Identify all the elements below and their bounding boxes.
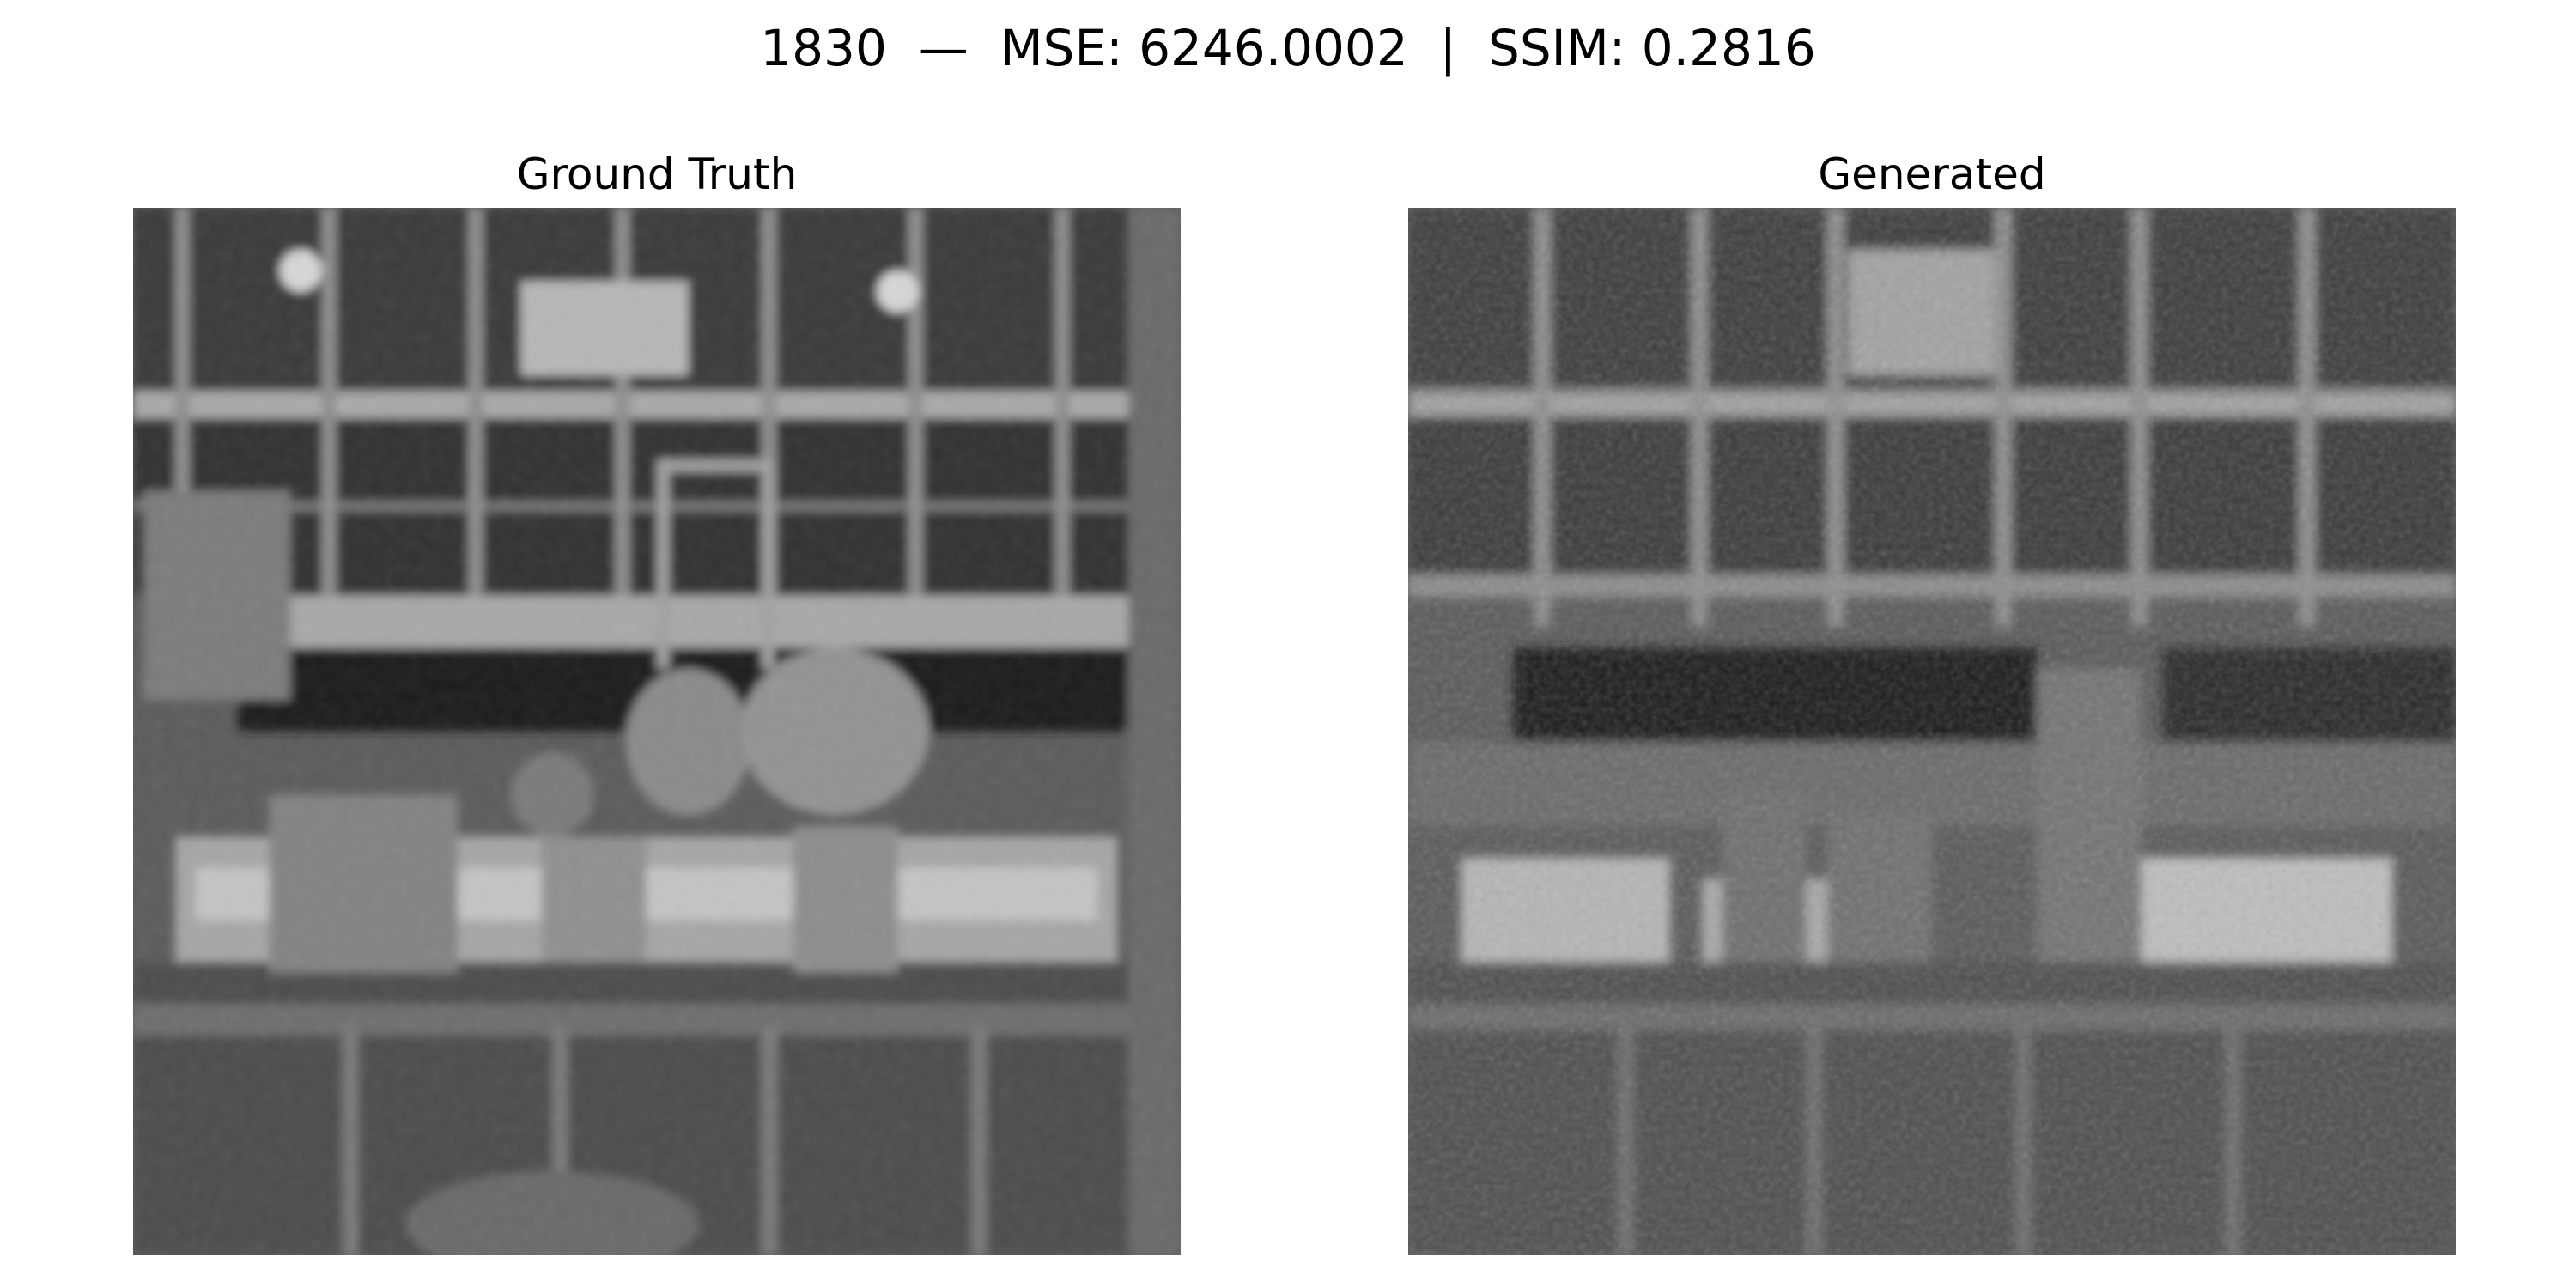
figure-title: 1830 — MSE: 6246.0002 | SSIM: 0.2816: [760, 19, 1816, 77]
ground-truth-title: Ground Truth: [516, 149, 798, 199]
ground-truth-image: [133, 208, 1181, 1255]
generated-title: Generated: [1818, 149, 2046, 199]
generated-image: [1408, 208, 2456, 1255]
